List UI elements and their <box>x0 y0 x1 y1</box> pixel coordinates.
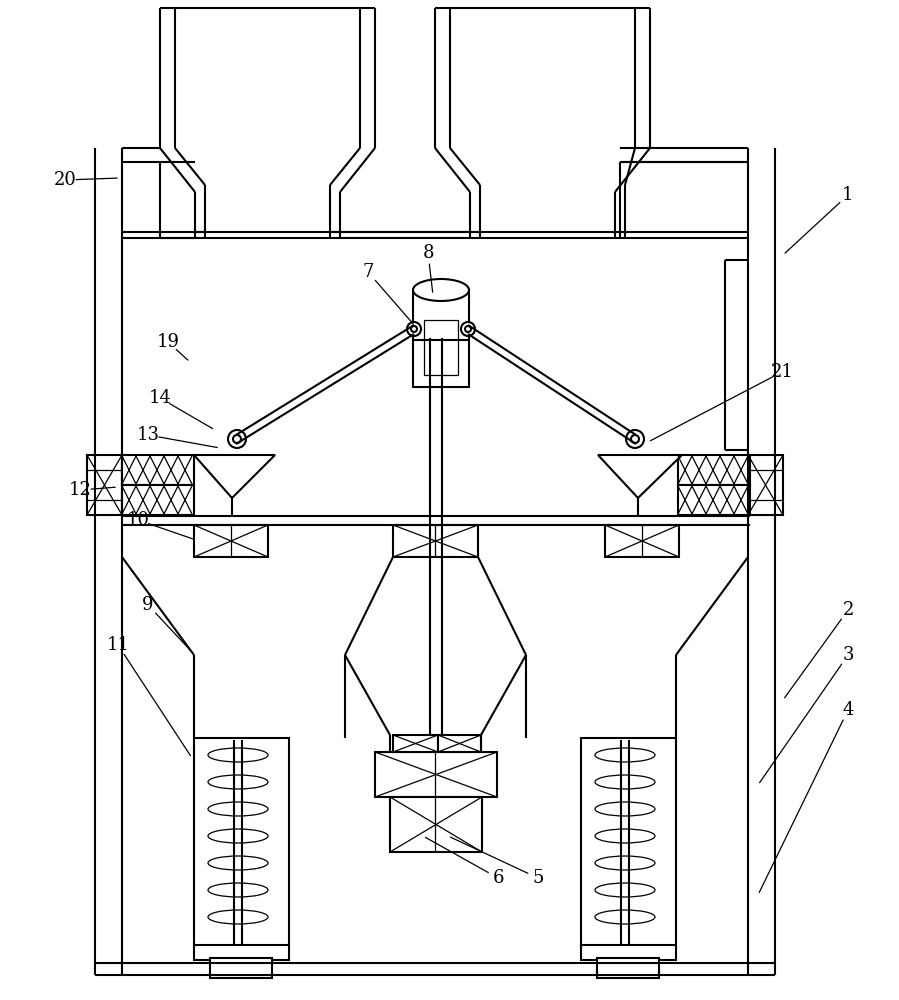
Ellipse shape <box>208 829 268 843</box>
Text: 14: 14 <box>148 389 172 407</box>
Bar <box>605 525 679 557</box>
Text: 20: 20 <box>54 171 76 189</box>
Circle shape <box>461 322 475 336</box>
Text: 12: 12 <box>68 481 92 499</box>
Bar <box>390 797 482 852</box>
Text: 2: 2 <box>842 601 854 619</box>
Circle shape <box>626 430 644 448</box>
Text: 8: 8 <box>423 244 433 262</box>
Ellipse shape <box>208 883 268 897</box>
Polygon shape <box>598 455 682 498</box>
Bar <box>424 320 458 375</box>
Bar <box>122 485 194 515</box>
Text: 21: 21 <box>770 363 794 381</box>
Text: 9: 9 <box>142 596 154 614</box>
Ellipse shape <box>208 802 268 816</box>
Circle shape <box>411 326 417 332</box>
Bar <box>413 292 469 387</box>
Ellipse shape <box>208 856 268 870</box>
Circle shape <box>631 435 639 443</box>
Circle shape <box>465 326 471 332</box>
Circle shape <box>233 435 241 443</box>
Bar <box>194 738 289 948</box>
Ellipse shape <box>208 748 268 762</box>
Bar <box>748 455 783 515</box>
Bar <box>581 945 676 960</box>
Ellipse shape <box>595 856 655 870</box>
Text: 10: 10 <box>127 511 149 529</box>
Ellipse shape <box>208 775 268 789</box>
Bar <box>375 752 497 797</box>
Bar <box>393 735 438 752</box>
Bar <box>194 945 289 960</box>
Ellipse shape <box>595 829 655 843</box>
Text: 19: 19 <box>156 333 180 351</box>
Bar <box>87 455 122 515</box>
Text: 1: 1 <box>842 186 854 204</box>
Bar <box>393 525 478 557</box>
Bar <box>438 735 481 752</box>
Bar <box>581 738 676 948</box>
Ellipse shape <box>413 279 469 301</box>
Text: 11: 11 <box>106 636 129 654</box>
Bar <box>678 455 750 485</box>
Ellipse shape <box>208 910 268 924</box>
Polygon shape <box>194 455 275 498</box>
Ellipse shape <box>595 775 655 789</box>
Text: 7: 7 <box>362 263 374 281</box>
Text: 13: 13 <box>137 426 159 444</box>
Text: 3: 3 <box>842 646 854 664</box>
Circle shape <box>228 430 246 448</box>
Ellipse shape <box>595 883 655 897</box>
Text: 4: 4 <box>842 701 854 719</box>
Bar <box>210 958 272 978</box>
Bar <box>597 958 659 978</box>
Bar <box>122 455 194 485</box>
Circle shape <box>407 322 421 336</box>
Bar <box>194 525 268 557</box>
Bar <box>678 485 750 515</box>
Ellipse shape <box>595 802 655 816</box>
Text: 6: 6 <box>493 869 503 887</box>
Ellipse shape <box>595 748 655 762</box>
Text: 5: 5 <box>532 869 544 887</box>
Ellipse shape <box>595 910 655 924</box>
